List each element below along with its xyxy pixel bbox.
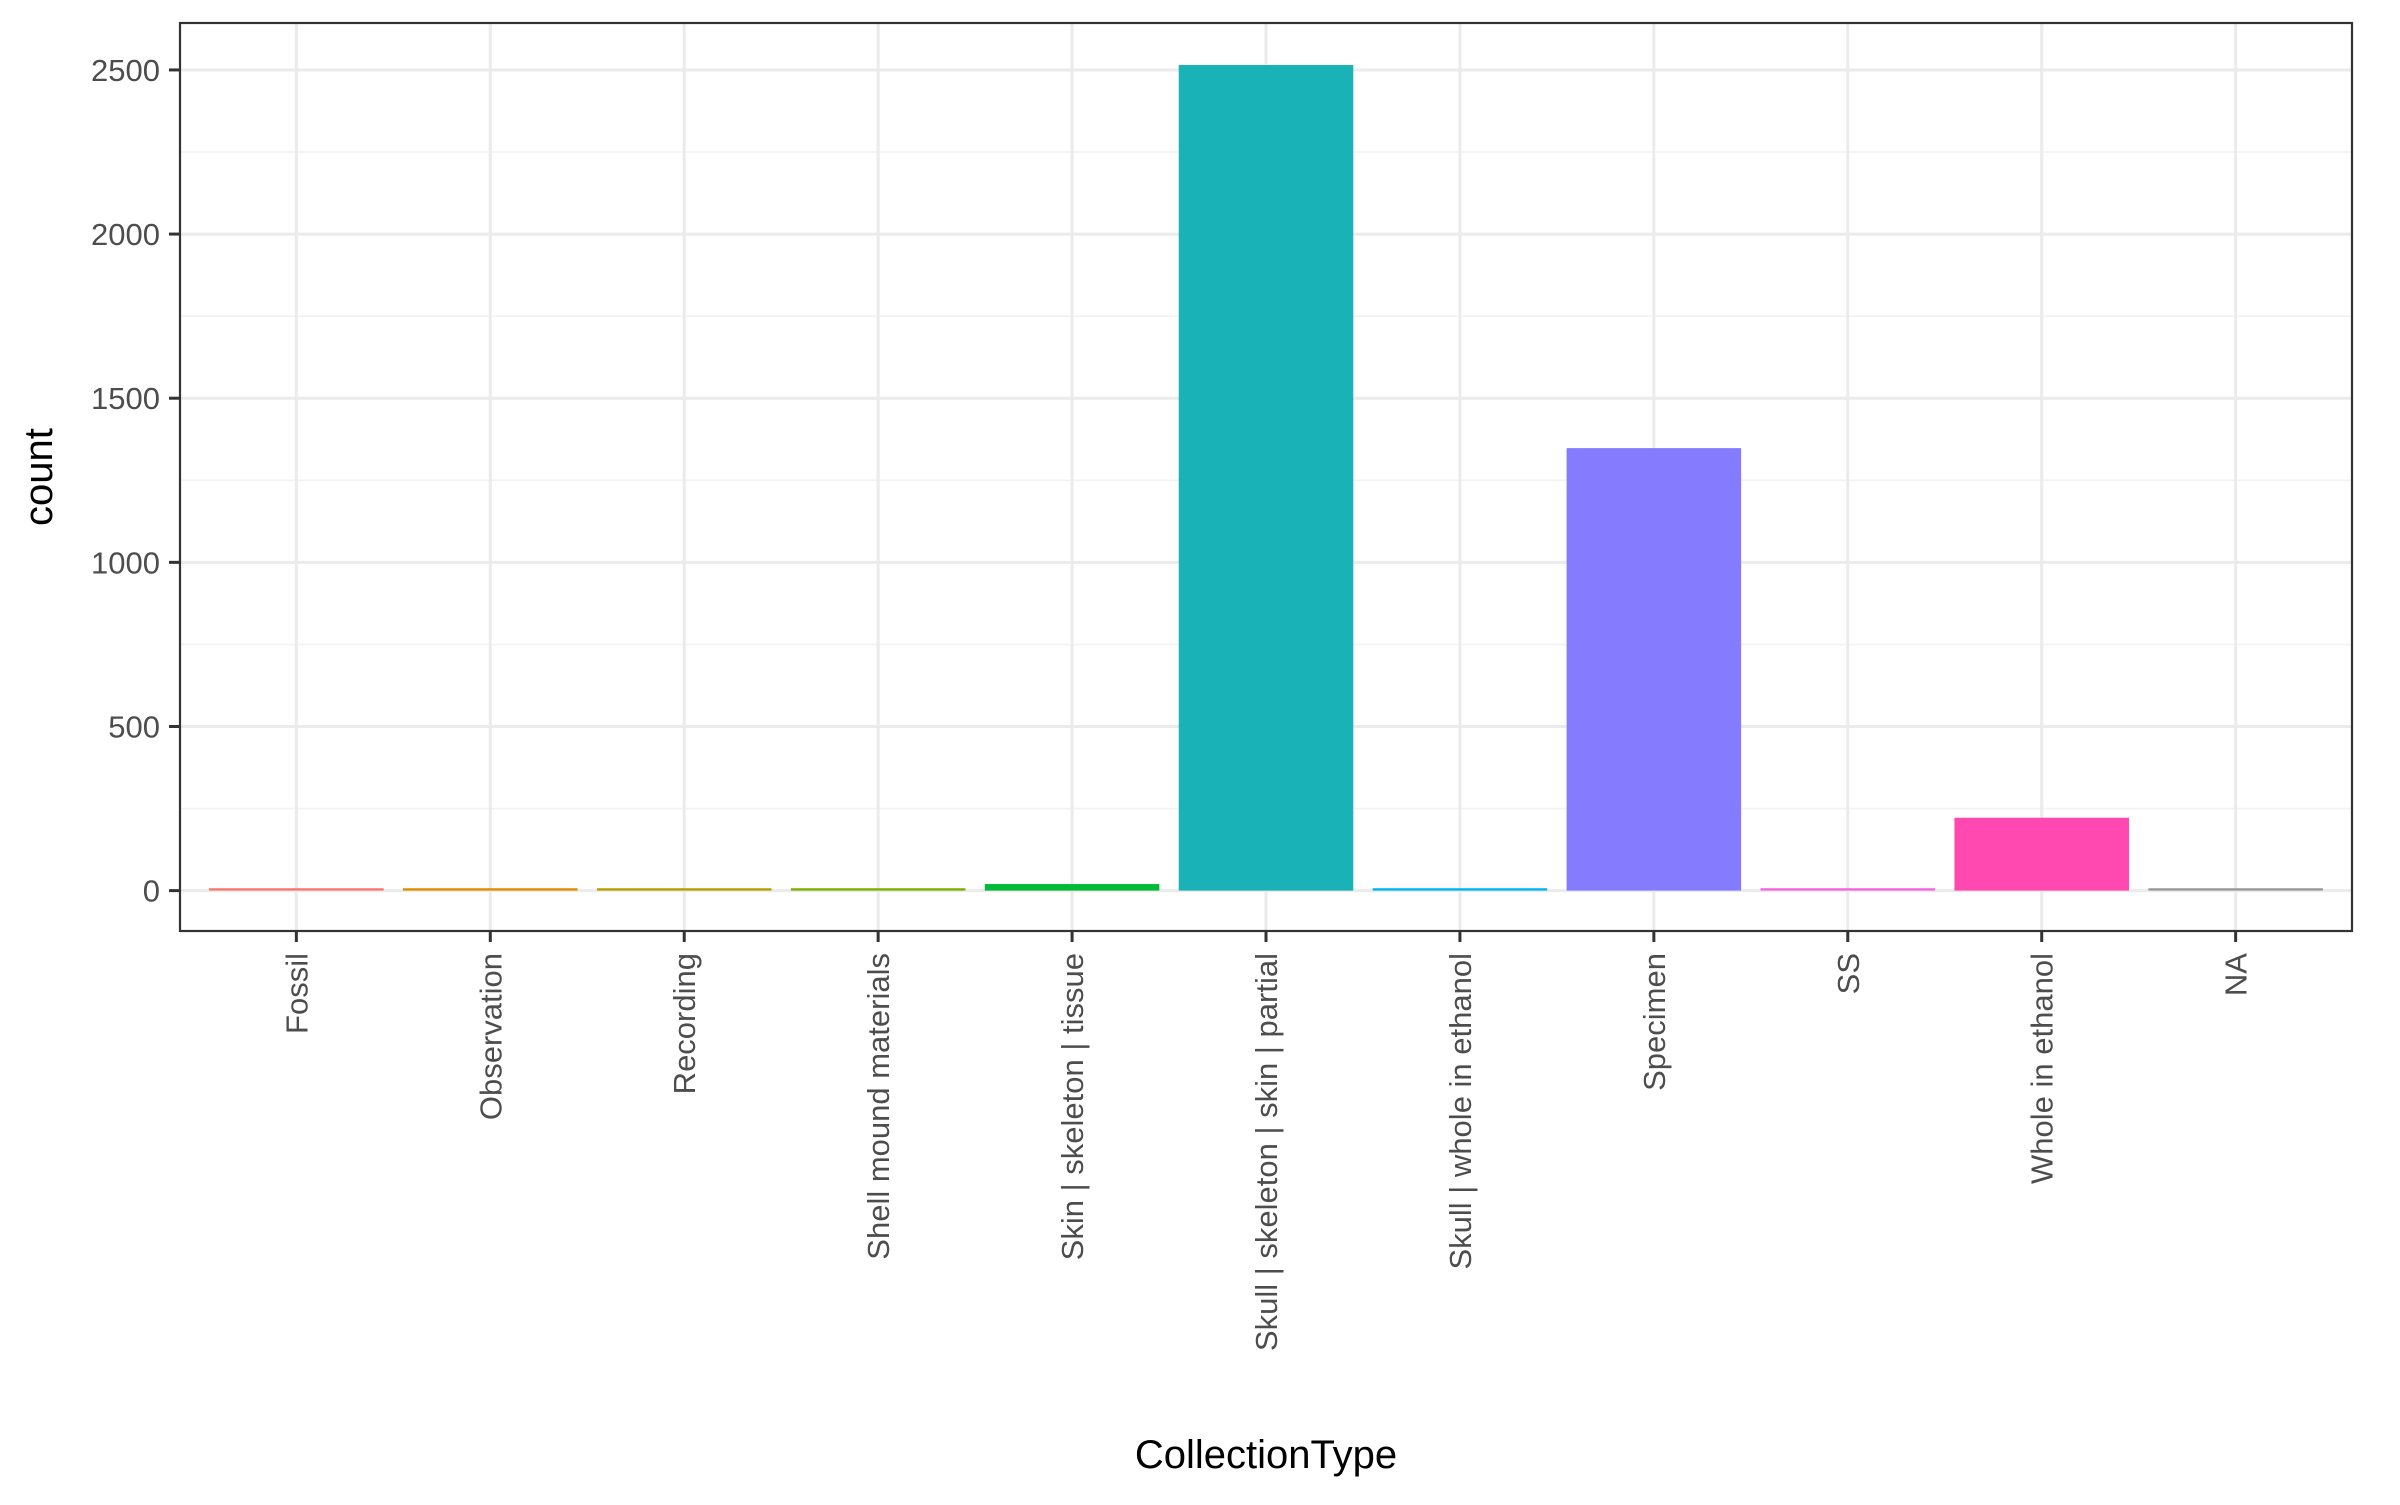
y-tick-label: 1500 (91, 381, 160, 416)
bar (1178, 65, 1354, 891)
y-axis-title: count (17, 428, 61, 526)
x-tick-label: SS (1831, 953, 1866, 994)
bar (984, 884, 1160, 891)
x-tick-label: Skin | skeleton | tissue (1055, 953, 1090, 1260)
x-tick-label: Skull | whole in ethanol (1443, 953, 1478, 1270)
x-tick-label: Skull | skeleton | skin | partial (1249, 953, 1284, 1351)
x-tick-label: Whole in ethanol (2025, 953, 2060, 1184)
bar (209, 888, 384, 891)
x-tick-label: Fossil (279, 953, 314, 1034)
x-axis-title: CollectionType (1135, 1433, 1397, 1477)
bar (1566, 448, 1742, 891)
x-tick-label: Specimen (1637, 953, 1672, 1091)
bar (1954, 817, 2129, 891)
y-tick-label: 500 (108, 709, 160, 744)
bar (1760, 888, 1936, 891)
bar (1372, 888, 1548, 891)
bar (403, 888, 578, 891)
y-axis: 0 500 1000 1500 2000 2500 (91, 53, 180, 909)
bar (596, 888, 772, 891)
y-tick-label: 2500 (91, 53, 160, 88)
bar (790, 888, 966, 891)
y-tick-label: 1000 (91, 545, 160, 580)
y-tick-label: 0 (143, 874, 160, 909)
x-tick-label: Shell mound materials (861, 953, 896, 1260)
x-tick-label: Observation (473, 953, 508, 1120)
bar (2148, 888, 2323, 891)
bars (209, 65, 2323, 891)
x-tick-label: Recording (667, 953, 702, 1094)
y-tick-label: 2000 (91, 217, 160, 252)
x-tick-label: NA (2219, 953, 2254, 996)
x-axis: Fossil Observation Recording Shell mound ma… (279, 931, 2254, 1351)
